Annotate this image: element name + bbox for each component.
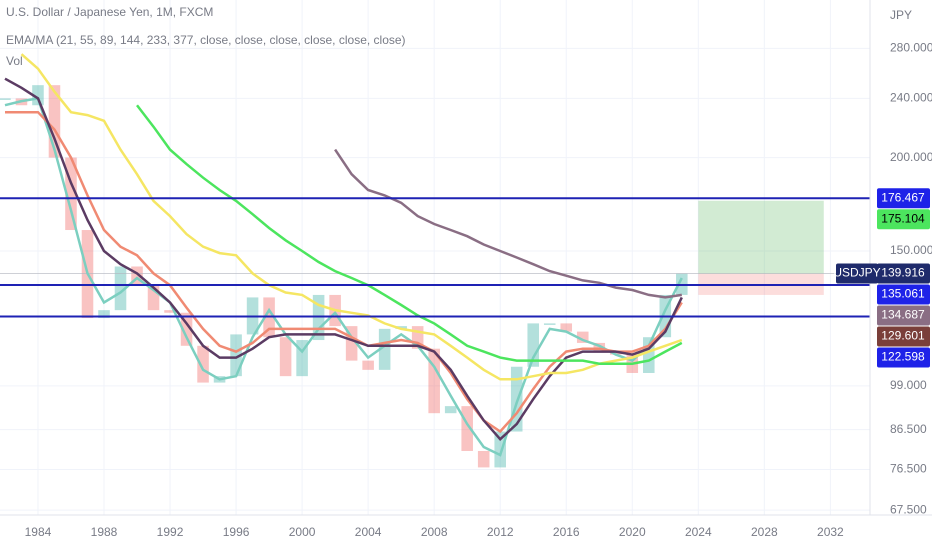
x-tick-label: 1992	[157, 525, 184, 539]
y-tick-label: 67.500	[890, 502, 927, 516]
candle	[543, 323, 556, 325]
candle	[461, 406, 473, 451]
x-tick-label: 2020	[619, 525, 646, 539]
price-label-box	[877, 305, 930, 326]
candle	[279, 337, 292, 377]
candle	[362, 360, 374, 370]
chart-title: U.S. Dollar / Japanese Yen, 1M, FXCM	[6, 5, 213, 19]
y-tick-label: 280.000	[890, 41, 932, 55]
price-label: 122.598	[881, 350, 925, 364]
price-label: 129.601	[881, 329, 925, 343]
price-label-box	[877, 209, 930, 230]
x-tick-label: 1984	[25, 525, 52, 539]
price-label-box	[877, 284, 930, 305]
ema-line	[20, 53, 683, 381]
x-tick-label: 2032	[817, 525, 844, 539]
candle	[609, 351, 622, 355]
x-tick-label: 2024	[685, 525, 712, 539]
candle	[32, 85, 44, 106]
ema-line	[136, 104, 683, 365]
candle	[230, 334, 242, 377]
candle	[494, 431, 506, 468]
candle	[477, 450, 490, 468]
candle	[164, 310, 176, 313]
y-tick-label: 76.500	[890, 462, 927, 476]
candle	[48, 85, 61, 158]
price-label-box	[877, 347, 930, 368]
candle	[643, 337, 655, 373]
y-tick-label: 200.000	[890, 150, 932, 164]
price-label: 176.467	[881, 190, 925, 204]
ema-line	[5, 110, 683, 434]
y-tick-label: 86.500	[890, 422, 927, 436]
x-tick-label: 2028	[751, 525, 778, 539]
candle	[131, 266, 143, 286]
position-target	[698, 200, 824, 274]
x-tick-label: 2000	[289, 525, 316, 539]
candle	[345, 326, 358, 361]
candle	[114, 266, 127, 311]
x-tick-label: 2012	[487, 525, 514, 539]
symbol-label-box	[836, 263, 878, 284]
candle	[593, 342, 606, 352]
ema-line	[4, 77, 683, 441]
x-tick-label: 1988	[91, 525, 118, 539]
candle	[147, 285, 160, 311]
price-label: 175.104	[881, 211, 925, 225]
volume-label: Vol	[6, 54, 23, 68]
candle	[576, 331, 589, 343]
y-tick-label: 240.000	[890, 91, 932, 105]
candle	[560, 323, 573, 332]
x-tick-label: 2016	[553, 525, 580, 539]
candle	[180, 312, 193, 346]
price-label-box	[877, 188, 930, 209]
price-label-box	[877, 263, 930, 284]
candle	[378, 328, 391, 370]
symbol-label: USDJPY	[833, 266, 880, 280]
candle	[296, 340, 308, 377]
candle	[395, 326, 407, 329]
candle	[197, 345, 209, 383]
candle	[312, 294, 325, 341]
price-label: 139.916	[881, 266, 925, 280]
price-label: 135.061	[881, 287, 925, 301]
candle	[411, 326, 424, 349]
x-tick-label: 1996	[223, 525, 250, 539]
y-tick-label: 150.000	[890, 243, 932, 257]
plot-area	[0, 0, 870, 515]
price-label-box	[877, 326, 930, 347]
candle	[428, 348, 440, 414]
candle	[444, 406, 457, 414]
indicator-label: EMA/MA (21, 55, 89, 144, 233, 377, close…	[6, 33, 406, 47]
ema-line	[4, 96, 683, 457]
y-tick-label: 99.000	[890, 378, 927, 392]
candle	[98, 310, 110, 319]
x-tick-label: 2004	[355, 525, 382, 539]
candle	[527, 323, 540, 367]
x-tick-label: 2008	[421, 525, 448, 539]
candle	[0, 98, 11, 100]
price-label: 134.687	[881, 308, 925, 322]
candle	[65, 157, 77, 231]
currency-label: JPY	[890, 8, 912, 22]
